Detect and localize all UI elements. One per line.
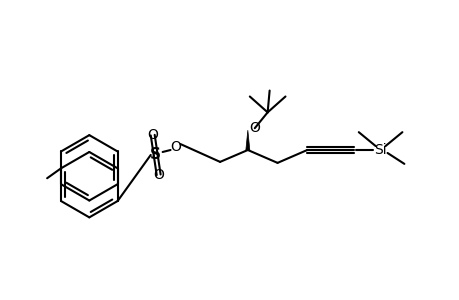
Text: O: O: [249, 121, 260, 135]
Text: O: O: [170, 140, 180, 154]
Polygon shape: [245, 130, 249, 150]
Text: Si: Si: [374, 143, 386, 157]
Text: O: O: [147, 128, 158, 142]
Text: S: S: [150, 148, 161, 163]
Text: O: O: [153, 168, 164, 182]
